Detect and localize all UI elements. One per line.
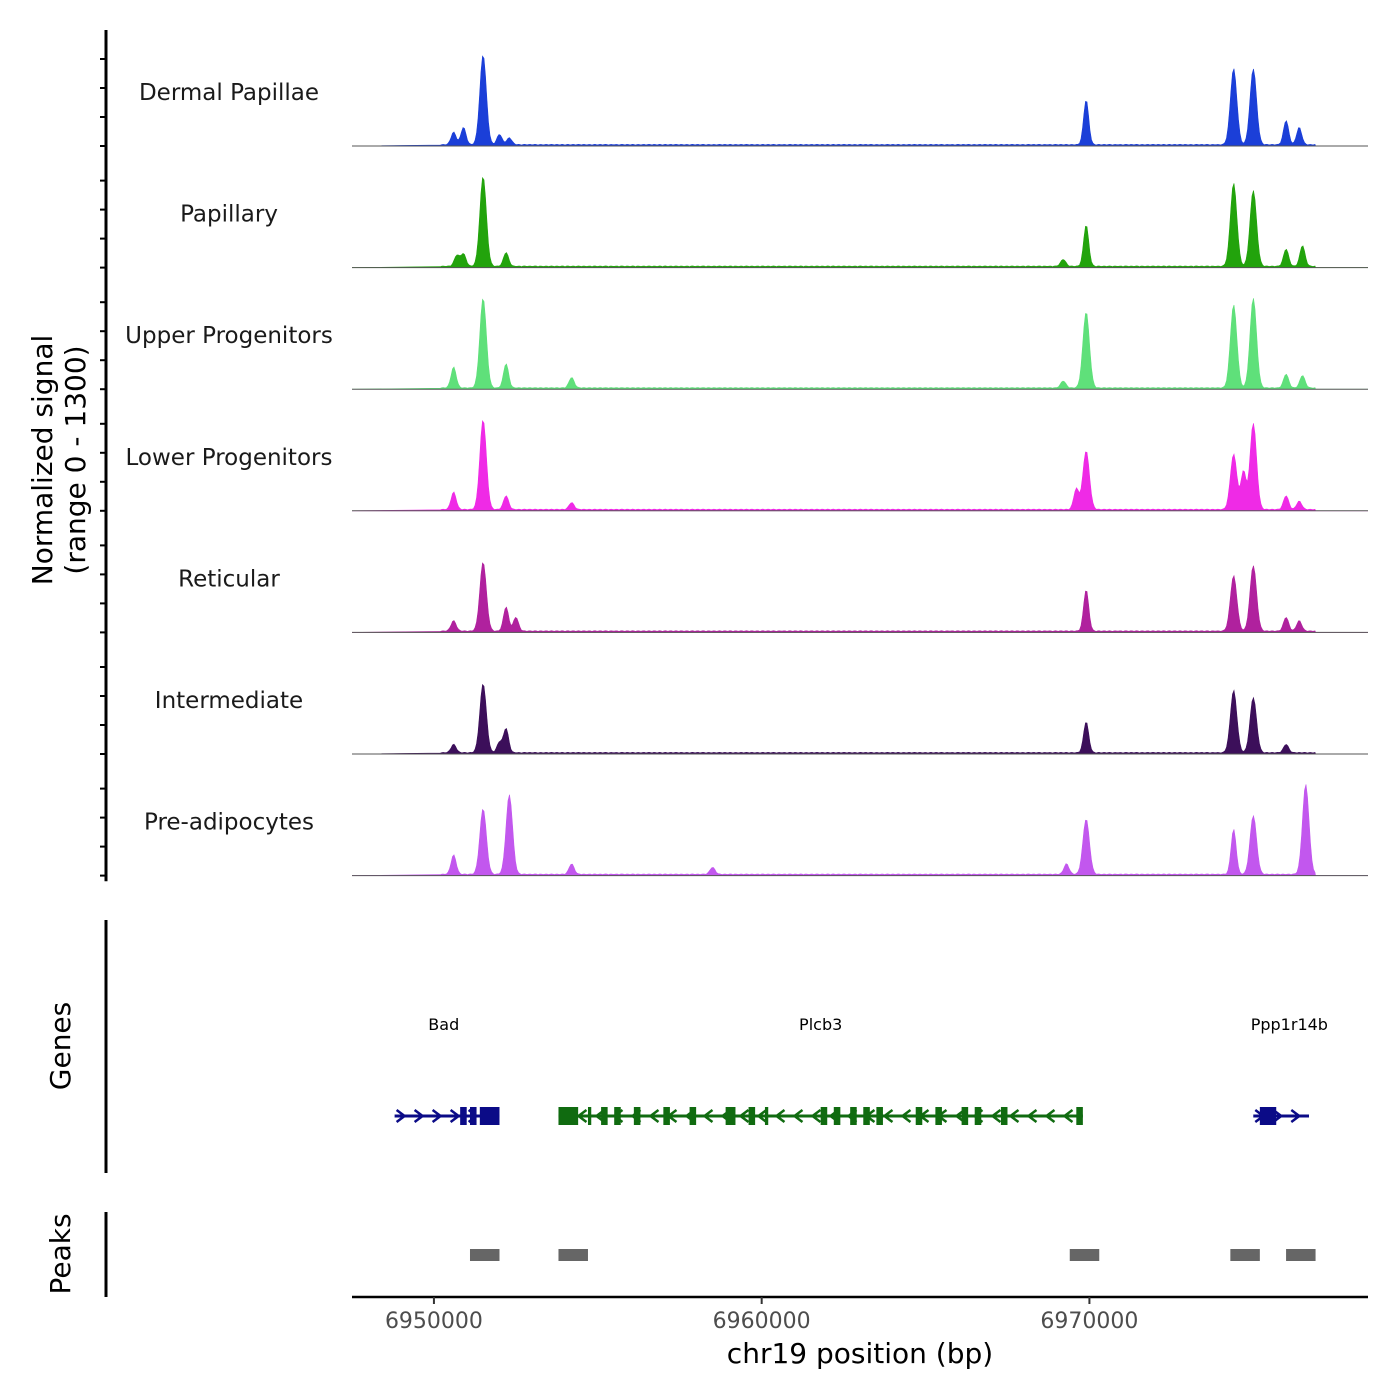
strand-arrow: [1044, 1109, 1056, 1123]
exon: [974, 1107, 982, 1125]
exon: [587, 1107, 592, 1125]
track-label: Pre-adipocytes: [144, 810, 314, 836]
exon: [1076, 1107, 1083, 1125]
exon: [833, 1107, 841, 1125]
strand-arrow: [449, 1109, 461, 1123]
peak-region: [1286, 1249, 1316, 1261]
track-dermal-papillae: Dermal Papillae: [139, 55, 1368, 147]
exon: [764, 1107, 769, 1125]
signal-tracks: Dermal Papillae Papillary Upper Progenitor…: [125, 55, 1368, 877]
strand-arrow: [702, 1109, 714, 1123]
signal-area: [351, 176, 1368, 268]
track-label: Lower Progenitors: [126, 445, 333, 471]
y-axis-title-line1: Normalized signal: [26, 335, 59, 586]
strand-arrow: [648, 1109, 660, 1123]
gene-label: Ppp1r14b: [1251, 1015, 1328, 1034]
signal-area: [351, 562, 1368, 633]
exon: [876, 1107, 883, 1125]
exon: [1000, 1107, 1008, 1125]
exon: [1259, 1107, 1277, 1125]
signal-area: [351, 683, 1368, 755]
strand-arrow: [1008, 1109, 1020, 1123]
gene-bad: Bad: [394, 1015, 500, 1125]
exon: [614, 1107, 621, 1125]
strand-arrow: [882, 1109, 894, 1123]
strand-arrow: [792, 1109, 804, 1123]
exon: [850, 1107, 857, 1125]
exon: [689, 1107, 697, 1125]
gene-label: Plcb3: [799, 1015, 842, 1034]
gene-ppp1r14b: Ppp1r14b: [1251, 1015, 1328, 1125]
exon: [558, 1107, 579, 1125]
track-upper-progenitors: Upper Progenitors: [125, 298, 1368, 390]
track-pre-adipocytes: Pre-adipocytes: [144, 784, 1368, 877]
y-axis-title: Normalized signal (range 0 - 1300): [26, 335, 92, 586]
exon: [935, 1107, 942, 1125]
exon: [479, 1107, 500, 1125]
strand-arrow: [810, 1109, 822, 1123]
genes-track-label: Genes: [44, 1002, 77, 1090]
strand-arrow: [990, 1108, 1002, 1124]
peaks-track-label: Peaks: [44, 1213, 77, 1294]
track-papillary: Papillary: [180, 176, 1368, 269]
exon: [863, 1107, 870, 1125]
signal-area: [351, 784, 1368, 876]
peak-region: [1230, 1249, 1260, 1261]
strand-arrow: [756, 1109, 768, 1123]
exon: [663, 1107, 670, 1125]
x-tick-label: 6950000: [385, 1309, 483, 1334]
exon: [820, 1107, 828, 1125]
exon: [748, 1107, 756, 1125]
x-tick-label: 6970000: [1040, 1309, 1138, 1334]
track-intermediate: Intermediate: [155, 683, 1368, 755]
y-axis-title-line2: (range 0 - 1300): [59, 345, 92, 574]
track-label: Dermal Papillae: [139, 80, 319, 106]
strand-arrow: [413, 1109, 425, 1123]
x-tick-label: 6960000: [713, 1309, 811, 1334]
exon: [725, 1107, 736, 1125]
exon: [633, 1107, 641, 1125]
exon: [460, 1107, 467, 1125]
signal-area: [351, 420, 1368, 512]
strand-arrow: [774, 1109, 786, 1123]
track-label: Upper Progenitors: [125, 323, 333, 349]
track-label: Papillary: [180, 202, 278, 228]
track-label: Reticular: [178, 566, 280, 592]
peak-region: [558, 1249, 588, 1261]
peak-region: [469, 1249, 500, 1261]
strand-arrow: [738, 1109, 750, 1123]
track-label: Intermediate: [155, 688, 303, 714]
exon: [601, 1107, 608, 1125]
signal-area: [351, 298, 1368, 390]
strand-arrow: [1062, 1109, 1074, 1123]
x-axis: 6950000 6960000 6970000 chr19 position (bp…: [352, 1295, 1368, 1370]
signal-area: [351, 55, 1368, 147]
exon: [961, 1107, 969, 1125]
track-lower-progenitors: Lower Progenitors: [126, 420, 1368, 512]
strand-arrow: [395, 1109, 407, 1123]
gene-plcb3: Plcb3: [558, 1015, 1083, 1125]
track-reticular: Reticular: [178, 562, 1368, 633]
peak-region: [1069, 1249, 1100, 1261]
gene-label: Bad: [428, 1015, 459, 1034]
strand-arrow: [1290, 1109, 1302, 1123]
x-axis-title: chr19 position (bp): [727, 1337, 993, 1370]
strand-arrow: [576, 1109, 588, 1123]
signal-axis: [100, 30, 108, 882]
strand-arrow: [1026, 1109, 1038, 1123]
strand-arrow: [900, 1109, 912, 1123]
genes-panel: Genes Bad Plcb3 Ppp1r14b: [44, 920, 1328, 1173]
strand-arrow: [431, 1109, 443, 1123]
exon: [915, 1107, 923, 1125]
exon: [469, 1107, 477, 1125]
peaks-panel: Peaks: [44, 1212, 1316, 1297]
